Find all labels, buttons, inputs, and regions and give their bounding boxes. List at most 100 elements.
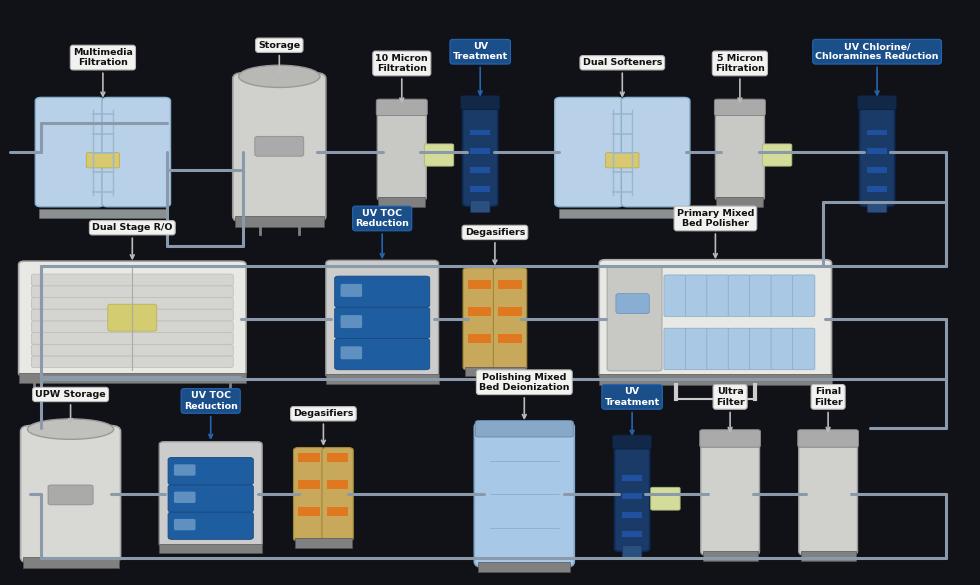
FancyBboxPatch shape — [461, 95, 500, 110]
FancyBboxPatch shape — [31, 285, 233, 297]
FancyBboxPatch shape — [614, 438, 650, 551]
FancyBboxPatch shape — [858, 95, 897, 110]
FancyBboxPatch shape — [474, 421, 574, 567]
FancyBboxPatch shape — [607, 267, 662, 371]
FancyBboxPatch shape — [159, 544, 262, 553]
FancyBboxPatch shape — [31, 332, 233, 344]
FancyBboxPatch shape — [793, 275, 815, 316]
Text: UV
Treatment: UV Treatment — [605, 387, 660, 434]
FancyBboxPatch shape — [493, 268, 527, 370]
FancyBboxPatch shape — [470, 200, 490, 213]
Text: UV TOC
Reduction: UV TOC Reduction — [356, 209, 409, 257]
FancyBboxPatch shape — [48, 485, 93, 505]
Text: Primary Mixed
Bed Polisher: Primary Mixed Bed Polisher — [677, 209, 754, 257]
FancyBboxPatch shape — [35, 98, 104, 207]
FancyBboxPatch shape — [750, 328, 772, 370]
FancyBboxPatch shape — [707, 275, 729, 316]
FancyBboxPatch shape — [341, 315, 363, 328]
FancyBboxPatch shape — [478, 562, 570, 572]
FancyBboxPatch shape — [599, 260, 831, 378]
Text: Storage: Storage — [259, 41, 300, 74]
FancyBboxPatch shape — [867, 200, 887, 213]
FancyBboxPatch shape — [327, 507, 349, 517]
FancyBboxPatch shape — [294, 448, 325, 541]
FancyBboxPatch shape — [707, 328, 729, 370]
FancyBboxPatch shape — [714, 99, 765, 116]
FancyBboxPatch shape — [867, 167, 887, 173]
FancyBboxPatch shape — [470, 186, 490, 192]
FancyBboxPatch shape — [612, 435, 652, 449]
FancyBboxPatch shape — [801, 551, 856, 562]
FancyBboxPatch shape — [31, 274, 233, 285]
FancyBboxPatch shape — [174, 519, 195, 530]
FancyBboxPatch shape — [498, 307, 521, 316]
FancyBboxPatch shape — [468, 333, 491, 343]
FancyBboxPatch shape — [750, 275, 772, 316]
FancyBboxPatch shape — [470, 149, 490, 154]
FancyBboxPatch shape — [867, 149, 887, 154]
FancyBboxPatch shape — [498, 280, 521, 289]
FancyBboxPatch shape — [468, 307, 491, 316]
FancyBboxPatch shape — [19, 261, 246, 377]
Ellipse shape — [238, 66, 319, 88]
FancyBboxPatch shape — [859, 98, 895, 207]
FancyBboxPatch shape — [159, 442, 262, 547]
FancyBboxPatch shape — [606, 153, 639, 168]
FancyBboxPatch shape — [798, 429, 858, 448]
FancyBboxPatch shape — [31, 344, 233, 356]
FancyBboxPatch shape — [19, 373, 246, 384]
FancyBboxPatch shape — [701, 433, 760, 556]
Text: Multimedia
Filtration: Multimedia Filtration — [73, 48, 133, 96]
FancyBboxPatch shape — [771, 275, 794, 316]
FancyBboxPatch shape — [622, 493, 642, 499]
FancyBboxPatch shape — [31, 321, 233, 332]
FancyBboxPatch shape — [771, 328, 794, 370]
FancyBboxPatch shape — [232, 73, 325, 222]
FancyBboxPatch shape — [664, 328, 686, 370]
FancyBboxPatch shape — [685, 275, 708, 316]
FancyBboxPatch shape — [321, 448, 354, 541]
FancyBboxPatch shape — [685, 328, 708, 370]
FancyBboxPatch shape — [325, 374, 439, 384]
FancyBboxPatch shape — [700, 429, 760, 448]
FancyBboxPatch shape — [615, 294, 649, 314]
Text: UPW Storage: UPW Storage — [35, 390, 106, 422]
FancyBboxPatch shape — [378, 198, 425, 207]
FancyBboxPatch shape — [475, 421, 573, 437]
Text: Dual Stage R/O: Dual Stage R/O — [92, 223, 172, 259]
FancyBboxPatch shape — [335, 276, 429, 307]
FancyBboxPatch shape — [728, 328, 751, 370]
FancyBboxPatch shape — [298, 480, 319, 489]
Text: 5 Micron
Filtration: 5 Micron Filtration — [715, 54, 764, 102]
FancyBboxPatch shape — [376, 99, 427, 116]
FancyBboxPatch shape — [327, 480, 349, 489]
FancyBboxPatch shape — [234, 216, 323, 226]
FancyBboxPatch shape — [295, 538, 352, 548]
Text: Dual Softeners: Dual Softeners — [583, 58, 662, 96]
FancyBboxPatch shape — [341, 346, 363, 359]
Text: Ultra
Filter: Ultra Filter — [715, 387, 745, 431]
FancyBboxPatch shape — [174, 491, 195, 503]
FancyBboxPatch shape — [298, 507, 319, 517]
FancyBboxPatch shape — [31, 309, 233, 321]
FancyBboxPatch shape — [169, 457, 253, 485]
FancyBboxPatch shape — [108, 304, 157, 331]
FancyBboxPatch shape — [169, 512, 253, 539]
FancyBboxPatch shape — [799, 433, 858, 556]
FancyBboxPatch shape — [468, 280, 491, 289]
FancyBboxPatch shape — [463, 268, 496, 370]
FancyBboxPatch shape — [377, 103, 426, 201]
FancyBboxPatch shape — [622, 531, 642, 537]
FancyBboxPatch shape — [86, 153, 120, 168]
FancyBboxPatch shape — [716, 198, 763, 207]
FancyBboxPatch shape — [555, 98, 623, 207]
FancyBboxPatch shape — [327, 453, 349, 462]
FancyBboxPatch shape — [325, 260, 439, 377]
FancyBboxPatch shape — [465, 367, 525, 377]
FancyBboxPatch shape — [341, 284, 363, 297]
Text: UV TOC
Reduction: UV TOC Reduction — [184, 391, 237, 438]
Text: Degasifiers: Degasifiers — [293, 410, 354, 444]
FancyBboxPatch shape — [470, 167, 490, 173]
FancyBboxPatch shape — [728, 275, 751, 316]
FancyBboxPatch shape — [298, 453, 319, 462]
